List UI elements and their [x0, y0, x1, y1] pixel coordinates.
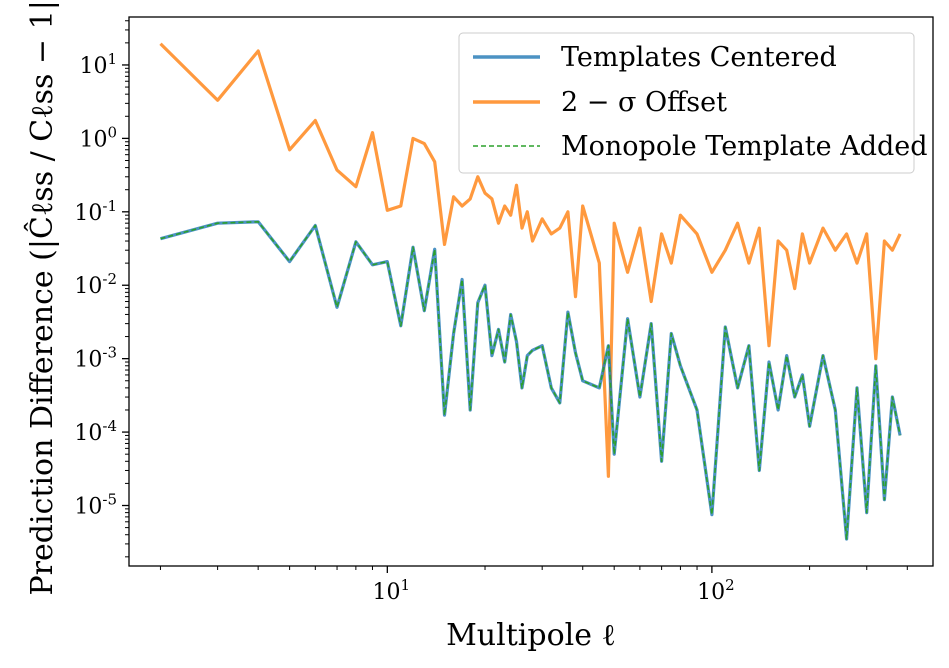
y-tick-label: 100	[79, 123, 117, 152]
y-tick-label: 10-3	[74, 344, 117, 373]
x-tick-label: 102	[697, 576, 735, 605]
y-tick-label: 10-1	[74, 197, 117, 226]
series-line-monopole	[160, 221, 901, 540]
legend-box	[458, 32, 915, 174]
plot-lines	[159, 42, 902, 541]
y-tick-label: 10-4	[74, 417, 117, 446]
x-axis-label: Multipole ℓ	[446, 618, 616, 653]
y-tick-label: 10-5	[74, 491, 117, 520]
legend-label-monopole: Monopole Template Added	[561, 131, 928, 162]
series-line-offset	[159, 42, 902, 478]
y-tick-label: 10-2	[74, 270, 117, 299]
y-axis-label: Prediction Difference (|Ĉℓss / Cℓss − 1|…	[24, 0, 60, 596]
legend-label-offset: 2 − σ Offset	[561, 87, 727, 118]
y-tick-label: 101	[79, 50, 117, 79]
legend: Templates Centered 2 − σ Offset Monopole…	[458, 32, 928, 174]
legend-label-templates-centered: Templates Centered	[561, 42, 837, 73]
axis-ticks: 101 102 101 100 10-1 10-2 10-3 10-4 10-5	[74, 20, 908, 605]
plot-frame	[128, 16, 934, 567]
x-tick-label: 101	[373, 576, 411, 605]
